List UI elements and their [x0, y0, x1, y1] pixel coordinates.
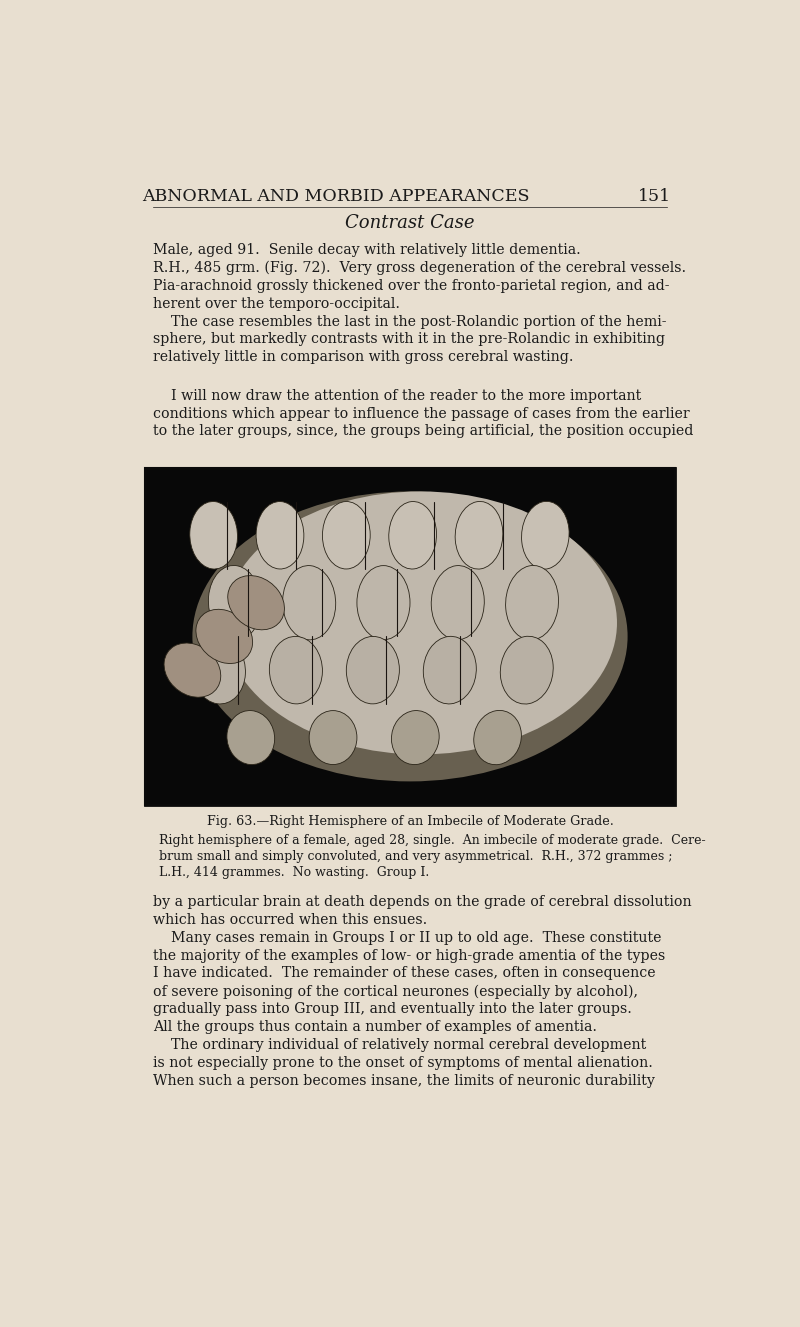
Text: conditions which appear to influence the passage of cases from the earlier: conditions which appear to influence the…	[153, 406, 690, 421]
Text: I will now draw the attention of the reader to the more important: I will now draw the attention of the rea…	[153, 389, 641, 402]
Text: is not especially prone to the onset of symptoms of mental alienation.: is not especially prone to the onset of …	[153, 1056, 653, 1070]
Ellipse shape	[474, 710, 522, 764]
Ellipse shape	[224, 491, 617, 755]
Text: of severe poisoning of the cortical neurones (especially by alcohol),: of severe poisoning of the cortical neur…	[153, 985, 638, 999]
Ellipse shape	[423, 637, 476, 703]
Text: 151: 151	[638, 187, 671, 204]
Ellipse shape	[208, 565, 262, 640]
Text: L.H., 414 grammes.  No wasting.  Group I.: L.H., 414 grammes. No wasting. Group I.	[159, 867, 429, 880]
Bar	[145, 468, 675, 805]
Ellipse shape	[389, 502, 437, 569]
Text: The ordinary individual of relatively normal cerebral development: The ordinary individual of relatively no…	[153, 1038, 646, 1052]
Text: Contrast Case: Contrast Case	[346, 214, 474, 232]
Ellipse shape	[506, 565, 558, 640]
Text: R.H., 485 grm. (Fig. 72).  Very gross degeneration of the cerebral vessels.: R.H., 485 grm. (Fig. 72). Very gross deg…	[153, 261, 686, 275]
Ellipse shape	[190, 502, 238, 569]
Ellipse shape	[500, 636, 554, 705]
Text: herent over the temporo-occipital.: herent over the temporo-occipital.	[153, 297, 400, 311]
Text: The case resembles the last in the post-Rolandic portion of the hemi-: The case resembles the last in the post-…	[153, 314, 666, 329]
Text: I have indicated.  The remainder of these cases, often in consequence: I have indicated. The remainder of these…	[153, 966, 655, 981]
Text: Right hemisphere of a female, aged 28, single.  An imbecile of moderate grade.  : Right hemisphere of a female, aged 28, s…	[159, 833, 706, 847]
Ellipse shape	[196, 609, 253, 664]
Ellipse shape	[346, 637, 399, 703]
Ellipse shape	[193, 491, 627, 782]
Ellipse shape	[282, 565, 336, 640]
Ellipse shape	[357, 565, 410, 640]
Ellipse shape	[228, 576, 285, 630]
Text: Male, aged 91.  Senile decay with relatively little dementia.: Male, aged 91. Senile decay with relativ…	[153, 243, 581, 257]
Ellipse shape	[256, 502, 304, 569]
Text: ABNORMAL AND MORBID APPEARANCES: ABNORMAL AND MORBID APPEARANCES	[142, 187, 530, 204]
Text: All the groups thus contain a number of examples of amentia.: All the groups thus contain a number of …	[153, 1020, 597, 1034]
Ellipse shape	[455, 502, 503, 569]
Text: brum small and simply convoluted, and very asymmetrical.  R.H., 372 grammes ;: brum small and simply convoluted, and ve…	[159, 851, 672, 863]
Text: by a particular brain at death depends on the grade of cerebral dissolution: by a particular brain at death depends o…	[153, 894, 691, 909]
Text: the majority of the examples of low- or high-grade amentia of the types: the majority of the examples of low- or …	[153, 949, 665, 962]
Ellipse shape	[227, 710, 274, 764]
Text: Fig. 63.—Right Hemisphere of an Imbecile of Moderate Grade.: Fig. 63.—Right Hemisphere of an Imbecile…	[206, 815, 614, 828]
Text: which has occurred when this ensues.: which has occurred when this ensues.	[153, 913, 427, 926]
Bar	[145, 468, 675, 805]
Text: gradually pass into Group III, and eventually into the later groups.: gradually pass into Group III, and event…	[153, 1002, 631, 1016]
Ellipse shape	[193, 637, 246, 703]
Ellipse shape	[522, 502, 569, 569]
Ellipse shape	[270, 637, 322, 703]
Text: When such a person becomes insane, the limits of neuronic durability: When such a person becomes insane, the l…	[153, 1074, 654, 1088]
Text: relatively little in comparison with gross cerebral wasting.: relatively little in comparison with gro…	[153, 350, 573, 365]
Ellipse shape	[164, 644, 221, 697]
Text: sphere, but markedly contrasts with it in the pre-Rolandic in exhibiting: sphere, but markedly contrasts with it i…	[153, 333, 665, 346]
Text: Pia-arachnoid grossly thickened over the fronto-parietal region, and ad-: Pia-arachnoid grossly thickened over the…	[153, 279, 669, 293]
Ellipse shape	[322, 502, 370, 569]
Ellipse shape	[309, 710, 357, 764]
Text: Many cases remain in Groups I or II up to old age.  These constitute: Many cases remain in Groups I or II up t…	[153, 930, 662, 945]
Text: to the later groups, since, the groups being artificial, the position occupied: to the later groups, since, the groups b…	[153, 425, 693, 438]
Ellipse shape	[391, 710, 439, 764]
Ellipse shape	[431, 565, 484, 640]
